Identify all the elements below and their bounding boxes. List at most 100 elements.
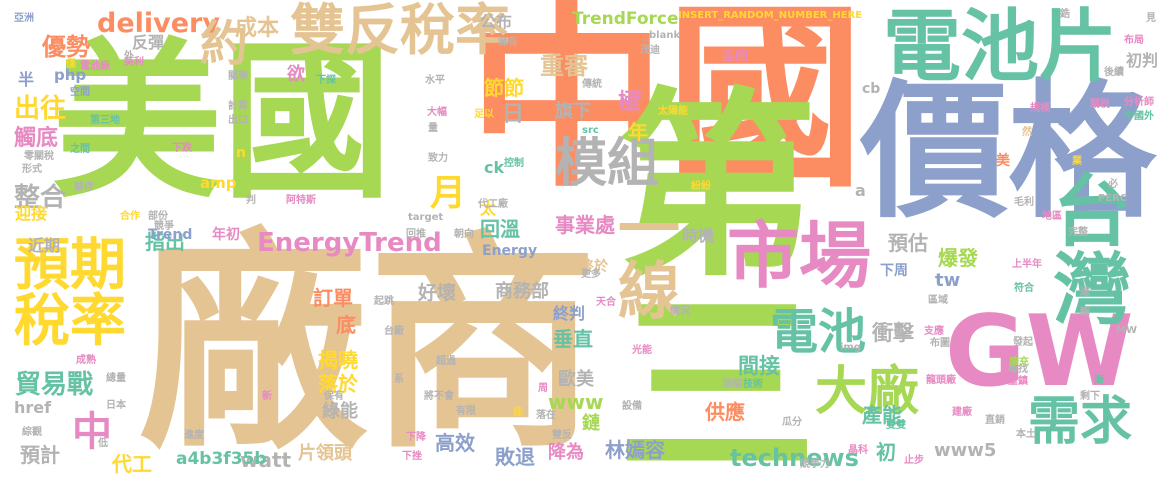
word: 紛紛 [691, 181, 711, 192]
word: 漸 [1094, 375, 1104, 386]
word: a4b3f35b [176, 449, 267, 469]
word: 市場 [727, 214, 872, 298]
word: 設備 [622, 401, 642, 412]
word: 足以 [474, 109, 494, 120]
word: 揭曉 [318, 348, 358, 372]
word: 回溫 [480, 217, 520, 241]
word: 完整 [1068, 227, 1088, 238]
word: 起跳 [374, 296, 394, 307]
word: 中國外 [1124, 111, 1154, 122]
word: technews [730, 444, 859, 472]
word: 判 [246, 195, 256, 206]
word: 時機 [682, 226, 715, 245]
word: MW [1116, 325, 1137, 336]
word: watt [240, 448, 292, 472]
word: 保有 [324, 391, 344, 402]
word: tw [935, 270, 961, 291]
word: 建廠 [952, 407, 972, 418]
word: 月 [430, 173, 467, 214]
word: 系 [394, 374, 404, 385]
word: 茂迪 [640, 45, 660, 56]
word: 競爭 [154, 221, 174, 232]
word: 漲幅 [722, 379, 742, 390]
word: 指出 [145, 230, 185, 254]
word: 觸底 [14, 126, 59, 151]
word: 技術 [743, 379, 763, 390]
word: 落在 [536, 410, 556, 421]
word: 歐美 [558, 369, 594, 390]
word: INSERT_RANDOM_NUMBER_HERE [678, 10, 863, 21]
word: 落於 [318, 372, 358, 396]
word: 中國 [468, 0, 864, 214]
word: 欲 [287, 64, 305, 85]
word: 成熟 [76, 355, 96, 366]
word: 直銷 [985, 415, 1005, 426]
word: 空間 [70, 87, 90, 98]
word: 下跌 [172, 143, 192, 154]
word: 見 [1146, 13, 1156, 24]
word: 預估 [888, 231, 928, 255]
word: 迎接 [15, 204, 48, 223]
word: 擁有 [498, 37, 518, 48]
word: 低 [98, 438, 108, 449]
word: n [236, 145, 246, 161]
word: 之間 [70, 144, 90, 155]
word: 價格 [860, 66, 1156, 238]
word: 致力 [428, 153, 448, 164]
word: 朝向 [454, 229, 474, 240]
word: 初 [876, 440, 896, 464]
word: 下降 [406, 432, 426, 443]
word: TrendForce [572, 9, 679, 29]
word: 第三 [582, 80, 815, 480]
word: 光能 [632, 345, 652, 356]
word: 高效 [435, 431, 475, 455]
word: 輸 [1080, 307, 1090, 318]
word: 下挫 [402, 451, 422, 462]
word: 回推 [406, 229, 426, 240]
word: 年初 [212, 227, 240, 243]
word: 周 [538, 383, 548, 394]
word: 新 [262, 391, 272, 402]
word: 美 [996, 153, 1010, 169]
word: 代工 [112, 452, 152, 476]
word: 下周 [880, 263, 908, 279]
word: 稅率 [14, 289, 126, 354]
word: 鋯 [1060, 9, 1070, 20]
word: 年 [628, 120, 648, 144]
word: 區域 [928, 295, 948, 306]
word: 大幅 [427, 107, 447, 118]
word: 台廠 [384, 326, 404, 337]
word: target [408, 212, 444, 223]
word: 出口 [228, 115, 248, 126]
word: 符合 [1014, 283, 1034, 294]
word: 爆發 [938, 246, 978, 270]
word: 重鎮 [1008, 376, 1028, 387]
word: Energy [482, 243, 538, 259]
word: 電池廠 [80, 61, 110, 72]
word: 出往 [14, 94, 67, 124]
word: 分析師 [1124, 97, 1154, 108]
word: 外 [124, 51, 134, 62]
word: 情況 [670, 306, 690, 317]
word: 更多 [581, 269, 601, 280]
word: 太 [480, 199, 497, 218]
word: 預期 [14, 233, 126, 298]
word: 廠商 [138, 213, 599, 480]
word: 計算 [228, 101, 248, 112]
word: 電池片 [883, 2, 1118, 92]
word: 競爭力 [800, 459, 830, 470]
word: 初判 [1126, 51, 1159, 70]
word: 總量 [106, 373, 126, 384]
word: 日 [502, 102, 525, 127]
word: Trend [148, 227, 193, 243]
word: 尋找 [1008, 364, 1028, 375]
word: 毛利 [1014, 197, 1034, 208]
word: 垂直 [553, 327, 593, 351]
word: 底 [336, 313, 356, 337]
word: 擴充 [1009, 357, 1029, 368]
word: 鏈 [582, 413, 600, 434]
word: 電池 [770, 304, 867, 360]
word: 公布 [480, 12, 513, 31]
word: 止步 [904, 455, 924, 466]
